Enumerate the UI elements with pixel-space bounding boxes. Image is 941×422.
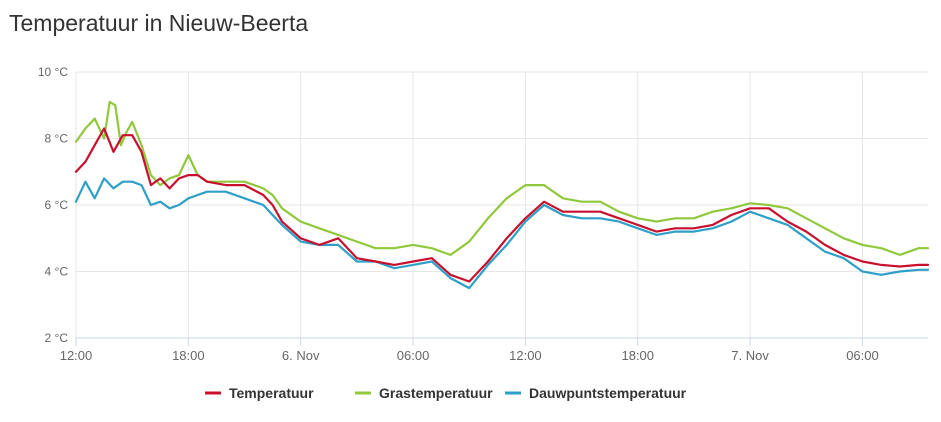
y-tick-label: 6 °C xyxy=(45,198,69,212)
x-tick-label: 06:00 xyxy=(846,348,879,363)
y-tick-label: 4 °C xyxy=(45,265,69,279)
x-tick-label: 12:00 xyxy=(509,348,542,363)
series-line-grastemperatuur xyxy=(74,100,930,256)
y-tick-label: 8 °C xyxy=(45,132,69,146)
y-tick-label: 2 °C xyxy=(45,331,69,345)
series-line-dauwpuntstemperatuur xyxy=(74,177,930,290)
legend-label: Temperatuur xyxy=(229,385,314,401)
series-lines xyxy=(74,100,930,290)
legend-item[interactable]: Grastemperatuur xyxy=(355,385,493,401)
y-tick-label: 10 °C xyxy=(38,65,68,79)
x-tick-label: 06:00 xyxy=(397,348,430,363)
chart-title: Temperatuur in Nieuw-Beerta xyxy=(9,10,309,36)
x-axis-ticks: 12:00 18:00 6. Nov 06:00 12:00 18:00 7. Nov 06:… xyxy=(60,348,879,363)
grid-lines xyxy=(75,71,928,346)
x-tick-label: 18:00 xyxy=(172,348,205,363)
legend-label: Dauwpuntstemperatuur xyxy=(529,385,687,401)
legend-item[interactable]: Temperatuur xyxy=(205,385,314,401)
x-tick-label: 6. Nov xyxy=(282,348,320,363)
x-tick-label: 12:00 xyxy=(60,348,93,363)
legend-item[interactable]: Dauwpuntstemperatuur xyxy=(505,385,687,401)
legend-label: Grastemperatuur xyxy=(379,385,493,401)
y-axis-ticks: 2 °C 4 °C 6 °C 8 °C 10 °C xyxy=(38,65,68,345)
x-tick-label: 7. Nov xyxy=(731,348,769,363)
x-tick-label: 18:00 xyxy=(621,348,654,363)
series-line-temperatuur xyxy=(74,127,930,283)
legend: Temperatuur Grastemperatuur Dauwpuntstempe… xyxy=(205,385,687,401)
